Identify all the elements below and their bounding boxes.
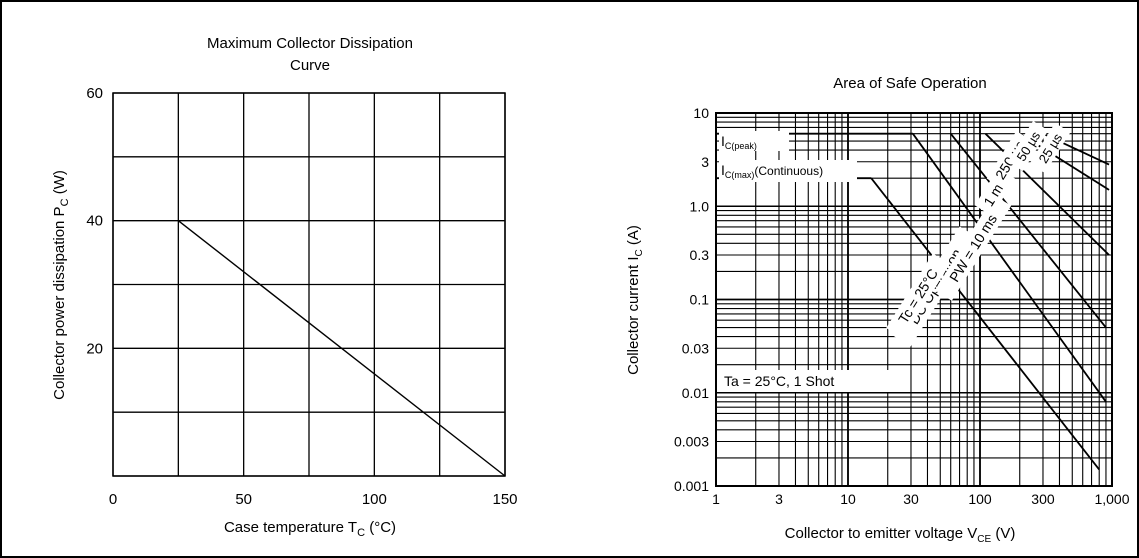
left-chart-series xyxy=(177,220,506,477)
right-chart-y-axis-label: Collector current IC (A) xyxy=(625,225,645,375)
right-y-tick-label: 0.1 xyxy=(690,292,710,308)
right-y-tick-label: 0.03 xyxy=(682,340,709,356)
right-x-tick-label: 3 xyxy=(775,491,783,507)
left-chart-plot-frame xyxy=(112,92,506,477)
right-chart-title: Area of Safe Operation xyxy=(833,75,986,92)
right-x-tick-label: 300 xyxy=(1031,491,1055,507)
left-x-tick-label: 150 xyxy=(492,491,517,508)
right-y-tick-label: 3 xyxy=(701,154,709,170)
right-y-tick-label: 0.001 xyxy=(674,478,709,494)
left-chart-y-axis-label: Collector power dissipation PC (W) xyxy=(51,170,71,400)
left-chart-tick-labels: 0 50 100 150 20 40 60 xyxy=(86,85,517,508)
right-y-tick-label: 0.003 xyxy=(674,434,709,450)
right-y-tick-label: 0.3 xyxy=(690,247,710,263)
ic-continuous-label: IC(max)(Continuous) xyxy=(721,162,823,180)
soa-boundary-line xyxy=(950,133,1107,329)
left-x-tick-label: 100 xyxy=(362,491,387,508)
right-y-tick-label: 0.01 xyxy=(682,385,709,401)
left-x-tick-label: 0 xyxy=(109,491,117,508)
left-y-tick-label: 20 xyxy=(86,340,103,357)
ic-continuous-label-box xyxy=(719,160,857,182)
ta-shot-label: Ta = 25°C, 1 Shot xyxy=(724,373,834,389)
right-x-tick-label: 10 xyxy=(840,491,856,507)
right-x-tick-label: 1 xyxy=(712,491,720,507)
left-dissipation-line xyxy=(177,220,506,477)
right-x-tick-label: 100 xyxy=(968,491,992,507)
right-chart-plot-frame xyxy=(715,112,1113,487)
left-x-tick-label: 50 xyxy=(235,491,252,508)
right-y-tick-label: 1.0 xyxy=(690,198,710,214)
soa-boundary-line xyxy=(870,177,1100,471)
right-x-tick-label: 1,000 xyxy=(1094,491,1129,507)
soa-boundary-line xyxy=(912,133,1107,403)
right-chart-x-axis-label: Collector to emitter voltage VCE (V) xyxy=(785,525,1016,545)
area-of-safe-operation-chart: Area of Safe Operation 1 3 10 30 100 300 1,000… xyxy=(625,75,1130,545)
left-chart-title-line-1: Maximum Collector Dissipation xyxy=(207,35,413,52)
ta-shot-label-box xyxy=(719,370,905,392)
left-y-tick-label: 40 xyxy=(86,213,103,230)
right-x-tick-label: 30 xyxy=(903,491,919,507)
left-chart-grid xyxy=(112,92,506,477)
ic-peak-label: IC(peak) xyxy=(721,133,757,151)
right-chart-tick-labels: 1 3 10 30 100 300 1,000 10 3 1.0 0.3 0.1 0.03 0.01 0.0… xyxy=(674,105,1130,507)
max-collector-dissipation-chart: Maximum Collector Dissipation Curve 0 50 1… xyxy=(51,35,518,539)
ic-peak-label-box xyxy=(719,131,789,151)
left-chart-title-line-2: Curve xyxy=(290,57,330,74)
right-y-tick-label: 10 xyxy=(693,105,709,121)
left-chart-x-axis-label: Case temperature TC (°C) xyxy=(224,519,396,539)
left-y-tick-label: 60 xyxy=(86,85,103,102)
